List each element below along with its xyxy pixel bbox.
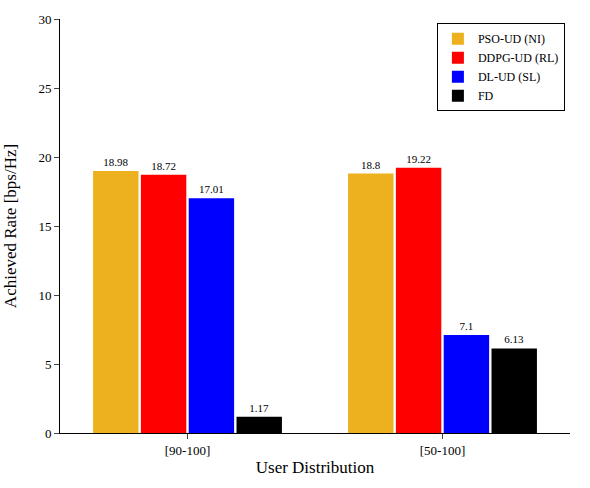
svg-text:[50-100]: [50-100] <box>420 443 466 458</box>
svg-text:DDPG-UD (RL): DDPG-UD (RL) <box>478 51 558 65</box>
svg-text:10: 10 <box>38 288 51 303</box>
svg-text:5: 5 <box>45 357 52 372</box>
svg-text:PSO-UD (NI): PSO-UD (NI) <box>478 32 545 46</box>
svg-text:18.98: 18.98 <box>103 156 128 168</box>
svg-text:6.13: 6.13 <box>504 333 524 345</box>
svg-text:17.01: 17.01 <box>199 183 224 195</box>
svg-text:FD: FD <box>478 89 494 103</box>
svg-text:0: 0 <box>45 426 52 441</box>
svg-text:19.22: 19.22 <box>406 153 431 165</box>
svg-text:DL-UD (SL): DL-UD (SL) <box>478 70 540 84</box>
svg-text:20: 20 <box>38 150 51 165</box>
svg-text:25: 25 <box>38 81 51 96</box>
svg-text:1.17: 1.17 <box>249 402 269 414</box>
svg-text:User Distribution: User Distribution <box>256 458 375 477</box>
svg-text:7.1: 7.1 <box>460 320 474 332</box>
svg-text:18.72: 18.72 <box>151 160 176 172</box>
svg-text:18.8: 18.8 <box>361 159 381 171</box>
svg-text:30: 30 <box>38 12 51 27</box>
svg-text:15: 15 <box>38 219 51 234</box>
svg-text:Achieved Rate [bps/Hz]: Achieved Rate [bps/Hz] <box>1 144 20 308</box>
svg-text:[90-100]: [90-100] <box>165 443 211 458</box>
